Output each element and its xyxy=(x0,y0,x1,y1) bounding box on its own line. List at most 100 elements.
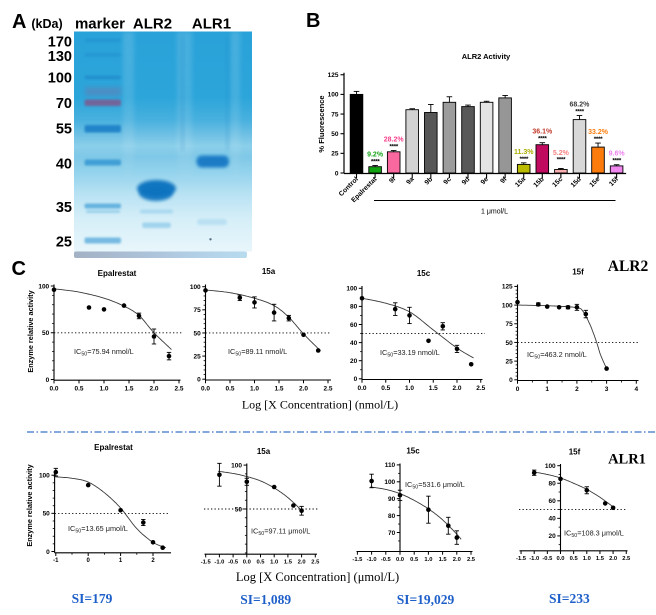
svg-text:IC50=97.11 μmol/L: IC50=97.11 μmol/L xyxy=(251,527,310,538)
svg-text:0: 0 xyxy=(197,377,201,384)
svg-text:100: 100 xyxy=(502,302,513,309)
svg-text:1 μmol/L: 1 μmol/L xyxy=(481,209,508,216)
svg-text:20: 20 xyxy=(548,533,556,540)
svg-text:2: 2 xyxy=(151,558,155,564)
svg-text:1.5: 1.5 xyxy=(439,557,448,563)
svg-text:ALR1: ALR1 xyxy=(608,452,646,468)
svg-text:15a: 15a xyxy=(257,447,271,456)
svg-text:9d: 9d xyxy=(461,176,472,187)
svg-text:1.5: 1.5 xyxy=(284,560,293,566)
svg-text:1.5: 1.5 xyxy=(274,386,283,393)
svg-text:100: 100 xyxy=(346,286,357,293)
svg-text:0: 0 xyxy=(516,386,520,393)
svg-text:100: 100 xyxy=(48,71,72,87)
svg-text:2.0: 2.0 xyxy=(298,560,306,566)
svg-text:80: 80 xyxy=(548,481,556,488)
svg-text:40: 40 xyxy=(350,340,358,347)
svg-text:40: 40 xyxy=(548,516,556,523)
svg-text:-0.5: -0.5 xyxy=(228,560,239,566)
svg-text:50: 50 xyxy=(43,511,51,518)
svg-text:80: 80 xyxy=(350,304,358,311)
svg-text:80: 80 xyxy=(388,513,396,520)
svg-text:1.0: 1.0 xyxy=(424,557,432,563)
svg-text:IC50=13.65 μmol/L: IC50=13.65 μmol/L xyxy=(68,524,128,535)
svg-text:2.5: 2.5 xyxy=(467,557,476,563)
svg-text:55: 55 xyxy=(56,122,72,138)
svg-text:% Fluorescence: % Fluorescence xyxy=(317,95,326,152)
svg-text:36.1%: 36.1% xyxy=(532,129,553,136)
svg-text:15f: 15f xyxy=(572,267,584,276)
svg-text:0.5: 0.5 xyxy=(74,386,83,393)
svg-text:IC50=75.94 nmol/L: IC50=75.94 nmol/L xyxy=(74,347,134,358)
svg-text:9e: 9e xyxy=(480,176,490,186)
svg-text:ALR2: ALR2 xyxy=(133,16,172,33)
svg-text:9f: 9f xyxy=(499,175,509,185)
svg-text:15a: 15a xyxy=(262,267,276,276)
svg-text:1: 1 xyxy=(545,386,549,393)
svg-text:0.5: 0.5 xyxy=(381,385,390,392)
svg-text:ALR2 Activity: ALR2 Activity xyxy=(462,52,511,61)
svg-text:0.5: 0.5 xyxy=(570,556,579,562)
svg-text:70: 70 xyxy=(388,530,396,537)
svg-text:-0.5: -0.5 xyxy=(542,556,553,562)
svg-text:0.0: 0.0 xyxy=(49,386,58,393)
svg-text:1.0: 1.0 xyxy=(405,385,414,392)
svg-text:2.5: 2.5 xyxy=(174,386,183,393)
svg-text:68.2%: 68.2% xyxy=(570,102,591,109)
svg-text:28.2%: 28.2% xyxy=(384,137,405,144)
svg-text:25: 25 xyxy=(193,353,201,360)
svg-text:B: B xyxy=(306,10,320,32)
svg-text:marker: marker xyxy=(75,16,125,33)
svg-text:****: **** xyxy=(612,158,621,165)
svg-text:0: 0 xyxy=(46,377,50,384)
svg-text:0: 0 xyxy=(46,549,50,556)
svg-text:50: 50 xyxy=(505,340,513,347)
svg-text:90: 90 xyxy=(388,496,396,503)
svg-text:IC50=33.19 nmol/L: IC50=33.19 nmol/L xyxy=(380,348,440,359)
svg-text:-1.5: -1.5 xyxy=(352,557,363,563)
svg-text:4: 4 xyxy=(634,386,638,393)
svg-text:50: 50 xyxy=(331,131,339,138)
svg-text:Enzyme relative activity: Enzyme relative activity xyxy=(26,289,35,372)
svg-text:25: 25 xyxy=(331,151,339,158)
svg-text:IC50=463.2 nmol/L: IC50=463.2 nmol/L xyxy=(527,350,587,361)
svg-text:0.5: 0.5 xyxy=(225,386,234,393)
svg-text:9a: 9a xyxy=(405,176,415,186)
svg-text:9c: 9c xyxy=(443,176,453,186)
svg-text:0.0: 0.0 xyxy=(201,386,210,393)
svg-text:Enzyme relative activity: Enzyme relative activity xyxy=(25,463,34,546)
svg-text:125: 125 xyxy=(328,72,339,79)
svg-text:Log [X Concentration] (nmol/L): Log [X Concentration] (nmol/L) xyxy=(242,398,398,412)
svg-text:0: 0 xyxy=(335,170,339,177)
svg-text:-1.5: -1.5 xyxy=(201,560,212,566)
svg-text:SI=233: SI=233 xyxy=(549,591,590,606)
svg-text:110: 110 xyxy=(385,462,396,469)
svg-text:1.0: 1.0 xyxy=(250,386,259,393)
svg-text:9l: 9l xyxy=(388,176,397,185)
svg-text:2.5: 2.5 xyxy=(622,556,631,562)
svg-text:****: **** xyxy=(594,136,603,143)
svg-text:170: 170 xyxy=(48,35,72,51)
svg-text:50: 50 xyxy=(235,506,243,513)
svg-text:9b: 9b xyxy=(424,176,435,187)
svg-text:2.0: 2.0 xyxy=(609,556,617,562)
svg-text:25: 25 xyxy=(56,235,72,251)
svg-text:60: 60 xyxy=(350,322,358,329)
svg-text:-1.0: -1.0 xyxy=(367,557,377,563)
svg-text:Epalrestat: Epalrestat xyxy=(94,443,133,452)
svg-text:2: 2 xyxy=(575,386,579,393)
svg-text:ALR2: ALR2 xyxy=(608,258,649,275)
svg-text:9.6%: 9.6% xyxy=(609,151,626,158)
svg-text:100: 100 xyxy=(38,283,49,290)
svg-text:1: 1 xyxy=(119,558,123,564)
svg-text:****: **** xyxy=(389,144,398,151)
svg-text:1.5: 1.5 xyxy=(429,385,438,392)
svg-text:50: 50 xyxy=(42,330,50,337)
svg-text:100: 100 xyxy=(328,92,339,99)
svg-text:5.2%: 5.2% xyxy=(553,150,570,157)
svg-text:IC50=531.6 μmol/L: IC50=531.6 μmol/L xyxy=(405,480,465,491)
svg-text:15f: 15f xyxy=(569,448,581,457)
svg-text:A: A xyxy=(12,11,26,33)
svg-text:3: 3 xyxy=(605,386,609,393)
svg-text:0.5: 0.5 xyxy=(410,557,419,563)
